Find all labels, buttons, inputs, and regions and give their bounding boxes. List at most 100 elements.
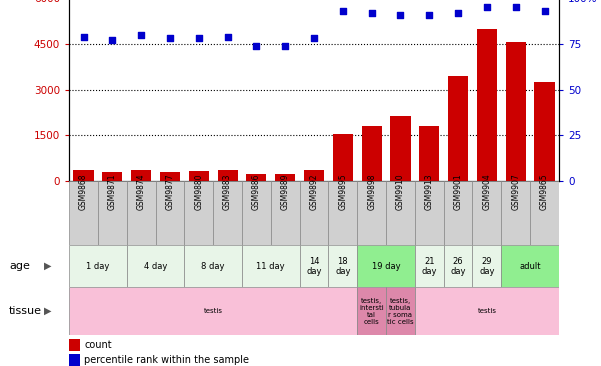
Text: testis: testis: [204, 308, 223, 314]
Text: GSM9883: GSM9883: [223, 173, 232, 210]
Bar: [530, 181, 559, 245]
Bar: [357, 287, 386, 335]
Bar: [69, 181, 98, 245]
Bar: [218, 170, 237, 181]
Text: GSM9868: GSM9868: [79, 173, 88, 210]
Bar: [300, 245, 328, 287]
Text: GSM9877: GSM9877: [165, 173, 174, 210]
Bar: [185, 181, 213, 245]
Text: ▶: ▶: [44, 261, 52, 271]
Bar: [304, 170, 324, 181]
Bar: [357, 181, 386, 245]
Text: adult: adult: [519, 262, 541, 271]
Text: 18
day: 18 day: [335, 257, 350, 276]
Text: 4 day: 4 day: [144, 262, 167, 271]
Point: [194, 36, 204, 41]
Text: testis,
tubula
r soma
tic cells: testis, tubula r soma tic cells: [387, 298, 413, 325]
Bar: [362, 126, 382, 181]
Point: [511, 4, 520, 10]
Bar: [472, 245, 501, 287]
Bar: [448, 76, 468, 181]
Text: 8 day: 8 day: [201, 262, 225, 271]
Text: GSM9886: GSM9886: [252, 173, 261, 210]
Bar: [328, 245, 357, 287]
Text: 26
day: 26 day: [450, 257, 466, 276]
Point: [136, 32, 146, 38]
Point: [540, 8, 549, 14]
Point: [79, 34, 88, 40]
Text: age: age: [9, 261, 30, 271]
Text: testis: testis: [477, 308, 496, 314]
Bar: [415, 181, 444, 245]
Text: 1 day: 1 day: [86, 262, 109, 271]
Bar: [131, 169, 151, 181]
Bar: [444, 181, 472, 245]
Text: testis,
intersti
tal
cells: testis, intersti tal cells: [359, 298, 384, 325]
Text: GSM9901: GSM9901: [454, 173, 463, 210]
Text: 21
day: 21 day: [421, 257, 437, 276]
Bar: [477, 29, 497, 181]
Bar: [160, 172, 180, 181]
Text: 29
day: 29 day: [479, 257, 495, 276]
Bar: [328, 181, 357, 245]
Text: GSM9907: GSM9907: [511, 173, 520, 210]
Bar: [505, 42, 526, 181]
Bar: [213, 181, 242, 245]
Bar: [501, 245, 559, 287]
Bar: [386, 181, 415, 245]
Text: GSM9892: GSM9892: [310, 173, 319, 210]
Text: 14
day: 14 day: [307, 257, 322, 276]
Bar: [69, 245, 127, 287]
Bar: [333, 134, 353, 181]
Text: GSM9880: GSM9880: [194, 173, 203, 210]
Bar: [419, 126, 439, 181]
Point: [482, 4, 492, 10]
Bar: [98, 181, 127, 245]
Text: ▶: ▶: [44, 306, 52, 316]
Point: [281, 43, 290, 49]
Bar: [127, 245, 185, 287]
Bar: [271, 181, 300, 245]
Text: GSM9895: GSM9895: [338, 173, 347, 210]
Bar: [386, 287, 415, 335]
Bar: [69, 287, 357, 335]
Bar: [501, 181, 530, 245]
Text: tissue: tissue: [9, 306, 42, 316]
Bar: [275, 174, 295, 181]
Bar: [444, 245, 472, 287]
Point: [252, 43, 261, 49]
Bar: [189, 171, 209, 181]
Text: GSM9898: GSM9898: [367, 173, 376, 210]
Text: GSM9871: GSM9871: [108, 173, 117, 210]
Point: [367, 10, 376, 16]
Point: [223, 34, 233, 40]
Text: GSM9865: GSM9865: [540, 173, 549, 210]
Bar: [246, 174, 266, 181]
Bar: [73, 171, 94, 181]
Point: [108, 37, 117, 43]
Text: percentile rank within the sample: percentile rank within the sample: [84, 355, 249, 365]
Point: [395, 12, 405, 18]
Point: [453, 10, 463, 16]
Bar: [102, 172, 123, 181]
Text: GSM9904: GSM9904: [483, 173, 492, 210]
Bar: [391, 116, 410, 181]
Text: 19 day: 19 day: [372, 262, 400, 271]
Bar: [127, 181, 156, 245]
Bar: [156, 181, 185, 245]
Bar: [242, 245, 300, 287]
Text: count: count: [84, 340, 112, 350]
Point: [338, 8, 347, 14]
Text: GSM9913: GSM9913: [425, 173, 434, 210]
Bar: [415, 287, 559, 335]
Bar: [534, 82, 555, 181]
Point: [424, 12, 434, 18]
Point: [165, 36, 175, 41]
Bar: [472, 181, 501, 245]
Bar: [415, 245, 444, 287]
Text: GSM9910: GSM9910: [396, 173, 405, 210]
Text: GSM9874: GSM9874: [136, 173, 145, 210]
Text: 11 day: 11 day: [257, 262, 285, 271]
Point: [309, 36, 319, 41]
Bar: [185, 245, 242, 287]
